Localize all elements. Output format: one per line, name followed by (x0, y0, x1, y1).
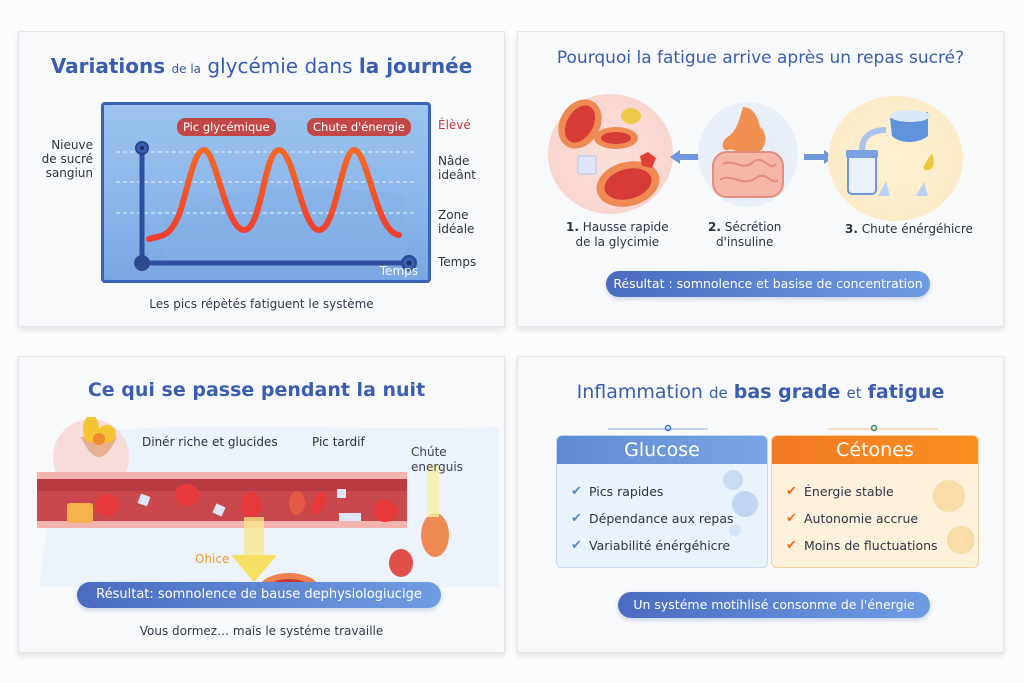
item-text: Pics rapides (589, 484, 664, 499)
glucose-curve-chart (116, 141, 417, 271)
label-line: Chúte (411, 445, 447, 459)
check-icon: ✔ (786, 484, 797, 499)
y-axis-label-line: Nieuve (51, 138, 93, 152)
title-part: bas grade (733, 381, 841, 403)
check-icon: ✔ (786, 538, 797, 553)
list-item: ✔ Autonomie accrue (786, 505, 978, 532)
list-item: ✔ Dépendance aux repas (571, 505, 767, 532)
arrow-left-icon (670, 150, 700, 164)
tag-energy-drop: Chute d'énergie (307, 118, 411, 136)
y-axis-label-line: sangiun (45, 166, 93, 180)
panel-fatigue-after-sugar: Pourquoi la fatigue arrive après un repa… (517, 31, 1004, 327)
cells-icon (723, 470, 758, 536)
check-icon: ✔ (571, 484, 582, 499)
item-text: Variabilité énérgéhicre (589, 538, 731, 553)
label-line: Zone (438, 208, 469, 222)
panel-title: Ce qui se passe pendant la nuit (87, 379, 426, 401)
digestive-system-illustration (698, 102, 798, 207)
panel-title: Inflammation de bas grade et fatigue (518, 381, 1003, 403)
step-2: 2. Sécrétion d'insuline (708, 220, 781, 250)
label-late-peak: Pic tardif (312, 435, 365, 449)
label-high: Élèvé (438, 118, 471, 132)
step-text: Chute énérgéhicre (861, 222, 973, 236)
panel-title: Pourquoi la fatigue arrive après un repa… (556, 48, 965, 68)
card-glucose: Glucose ✔ Pics rapides ✔ Dépendance aux re… (556, 435, 768, 568)
card-ketones: Cétones ✔ Énergie stable ✔ Autonomie accru… (771, 435, 979, 568)
caption: Vous dormez… mais le systéme travaille (139, 624, 384, 638)
title-part: de (709, 384, 728, 402)
title-part: fatigue (867, 381, 945, 403)
caption: Les pics répètés fatiguent le système (149, 297, 374, 311)
step-number: 2. (708, 220, 721, 234)
x-axis-label: Temps (379, 264, 418, 278)
connector-lines (608, 424, 938, 432)
mitochondria-illustration (548, 94, 673, 214)
card-title: Glucose (557, 436, 767, 464)
list-item: ✔ Variabilité énérgéhicre (571, 532, 767, 559)
stomach-intestine-icon (712, 107, 784, 198)
item-text: Autonomie accrue (804, 511, 919, 526)
title-part: de la (171, 62, 202, 76)
step-text: Hausse rapide (582, 220, 669, 234)
glucose-curve (146, 146, 402, 242)
energy-drop-illustration (828, 96, 963, 221)
title-part: la journée (358, 54, 473, 78)
label-arrow: Ohice (195, 552, 230, 566)
panel-night: Ce qui se passe pendant la nuit Dinér ri… (18, 356, 505, 653)
panel-title: Variations de la glycémie dans la journé… (19, 54, 504, 78)
label-line: Nâde (438, 154, 470, 168)
title-part: Inflammation (576, 381, 703, 403)
label-dinner: Dinér riche et glucides (142, 435, 278, 449)
list-item: ✔ Pics rapides (571, 478, 767, 505)
step-text: de la glycimie (575, 235, 660, 249)
title-part: glycémie dans (207, 54, 353, 78)
step-1: 1. Hausse rapide de la glycimie (566, 220, 669, 250)
label-line: idéale (438, 222, 475, 236)
item-text: Moins de fluctuations (804, 538, 938, 553)
step-number: 3. (845, 222, 858, 236)
item-text: Dépendance aux repas (589, 511, 734, 526)
result-banner: Résultat: somnolence de bause dephysiolo… (77, 582, 441, 608)
glucose-chart: Pic glycémique Chute d'énergie Temps (101, 102, 431, 283)
label-mid: Nâde ideânt (438, 154, 476, 182)
label-line: ideânt (438, 168, 476, 182)
step-number: 1. (566, 220, 579, 234)
check-icon: ✔ (571, 538, 582, 553)
label-ideal-zone: Zone idéale (438, 208, 474, 236)
y-axis-label-line: de sucré (41, 152, 93, 166)
mitochondria-icon (558, 99, 660, 207)
list-item: ✔ Énergie stable (786, 478, 978, 505)
check-icon: ✔ (571, 511, 582, 526)
label-time: Temps (438, 255, 477, 269)
blood-vessel-illustration (37, 417, 499, 597)
title-part: et (846, 384, 862, 402)
tag-glycemic-peak: Pic glycémique (177, 118, 276, 136)
arrow-right-icon (804, 150, 834, 164)
title-part: Variations (50, 54, 166, 78)
card-list: ✔ Énergie stable ✔ Autonomie accrue ✔ Moins… (772, 464, 978, 559)
result-banner: Un systéme motihlisé consonme de l'énerg… (618, 592, 930, 618)
item-text: Énergie stable (804, 484, 894, 499)
list-item: ✔ Moins de fluctuations (786, 532, 978, 559)
card-list: ✔ Pics rapides ✔ Dépendance aux repas ✔ Var… (557, 464, 767, 559)
card-title: Cétones (772, 436, 978, 464)
panel-glycemia-variations: Variations de la glycémie dans la journé… (18, 31, 505, 327)
panel-inflammation: Inflammation de bas grade et fatigue Glu… (517, 356, 1004, 653)
step-3: 3. Chute énérgéhicre (845, 222, 973, 237)
energy-container-icon (846, 110, 934, 196)
label-energy-drop: Chúte energuis (411, 445, 463, 475)
y-axis-label: Nieuve de sucré sangiun (41, 138, 93, 180)
step-text: d'insuline (716, 235, 774, 249)
result-banner: Résultat : somnolence et basise de conce… (606, 271, 930, 297)
step-text: Sécrétion (724, 220, 782, 234)
label-line: energuis (411, 460, 463, 474)
ketone-leaf-icon (933, 480, 974, 554)
check-icon: ✔ (786, 511, 797, 526)
